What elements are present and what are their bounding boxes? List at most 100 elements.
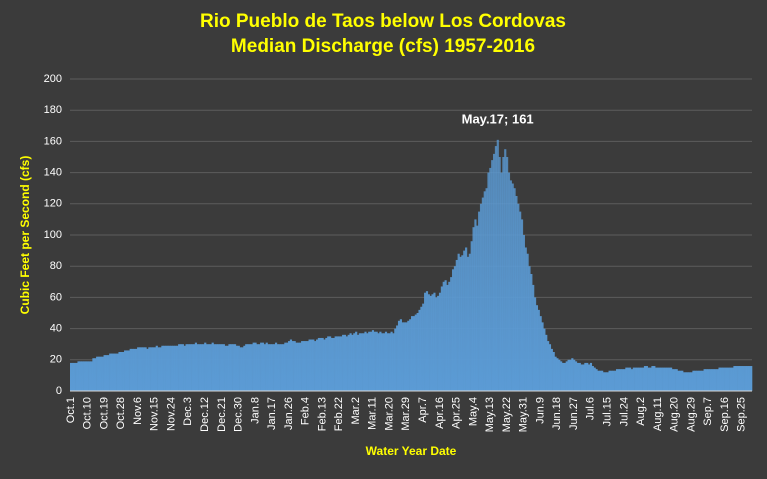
y-tick-label: 160 (44, 135, 62, 147)
bar (237, 345, 240, 391)
bar (142, 347, 145, 391)
bar (138, 347, 142, 391)
bar (442, 281, 445, 391)
bar (299, 342, 302, 391)
bar (422, 303, 425, 391)
bar (273, 344, 276, 391)
bar (362, 333, 365, 391)
bar (522, 235, 525, 391)
bar (591, 366, 594, 391)
bar (73, 362, 76, 391)
x-tick-label: Nov.15 (149, 397, 161, 431)
bar (619, 369, 622, 391)
bar (712, 369, 716, 391)
x-tick-label: Nov.24 (165, 397, 177, 431)
bar (179, 344, 183, 391)
bar (451, 269, 455, 391)
bar (204, 342, 207, 391)
bar (504, 149, 507, 391)
bar (738, 366, 742, 391)
bar (576, 362, 580, 391)
bar (653, 366, 656, 391)
bar (314, 341, 317, 391)
bar (194, 342, 198, 391)
bar (232, 344, 235, 391)
bar (684, 372, 688, 391)
bar (731, 367, 734, 391)
bar (306, 341, 309, 391)
bar (642, 367, 645, 391)
bar (513, 188, 516, 391)
bar (463, 250, 466, 391)
bar (643, 366, 647, 391)
x-tick-label: Dec.3 (182, 397, 194, 426)
bar (233, 344, 237, 391)
bar (207, 344, 211, 391)
bar (315, 339, 319, 391)
bar (124, 350, 127, 391)
bar (258, 344, 261, 391)
chart-title: Rio Pueblo de Taos below Los Cordovas (200, 11, 566, 32)
bar (489, 167, 492, 391)
bar (94, 358, 97, 391)
bar (230, 344, 233, 391)
bar (274, 342, 278, 391)
bar (347, 334, 350, 391)
bar (606, 372, 609, 391)
bar (390, 331, 393, 391)
bar (401, 322, 404, 391)
bar (630, 369, 634, 391)
bar (519, 211, 522, 391)
bar (668, 367, 671, 391)
bar (183, 345, 186, 391)
bar (340, 336, 343, 391)
bar (325, 337, 328, 391)
bar (129, 348, 132, 391)
y-axis-title: Cubic Feet per Second (cfs) (18, 156, 32, 315)
bar (334, 336, 337, 391)
bar (209, 344, 212, 391)
bar (688, 372, 691, 391)
bar (381, 333, 384, 391)
bar (200, 344, 203, 391)
bar (399, 319, 402, 391)
bar (405, 322, 408, 391)
bar (571, 358, 574, 391)
bar (228, 344, 231, 391)
bar (748, 366, 751, 391)
bar (649, 367, 652, 391)
bar (589, 362, 593, 391)
bar (377, 333, 380, 391)
x-tick-label: Sep.16 (719, 397, 731, 432)
bar (358, 333, 361, 391)
x-tick-label: Aug.2 (635, 397, 647, 426)
bar (289, 339, 293, 391)
bar (284, 342, 287, 391)
bar (716, 369, 719, 391)
bar (110, 353, 114, 391)
x-tick-label: Jun.27 (568, 397, 580, 430)
bar (222, 344, 225, 391)
bar (666, 367, 669, 391)
bar (166, 345, 170, 391)
bar (174, 345, 177, 391)
bar (366, 333, 369, 391)
x-tick-label: Aug.20 (669, 397, 681, 432)
bar (623, 369, 626, 391)
x-tick-label: Mar.11 (367, 397, 379, 430)
bar (276, 344, 279, 391)
bar (254, 342, 257, 391)
bar (718, 367, 721, 391)
bar (407, 320, 410, 391)
y-tick-label: 80 (50, 260, 62, 272)
x-tick-label: Jun.9 (534, 397, 546, 424)
bar (198, 344, 201, 391)
bar (750, 366, 753, 391)
bar (461, 255, 464, 391)
bar (711, 369, 714, 391)
bar (120, 352, 123, 391)
bar (498, 157, 501, 391)
bar (729, 367, 732, 391)
x-tick-label: Dec.30 (233, 397, 245, 432)
bar (105, 355, 108, 391)
